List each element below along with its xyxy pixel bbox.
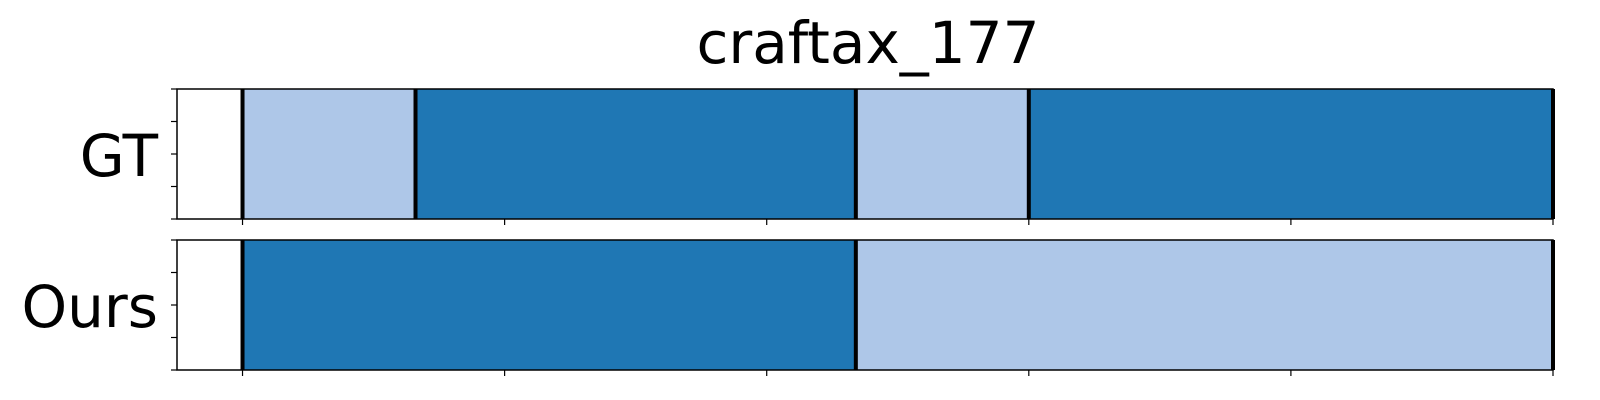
row-label: GT (80, 122, 159, 190)
segment-bar (415, 89, 856, 219)
segment-bar (242, 89, 416, 219)
chart-rows: GT Ours (22, 88, 1555, 376)
segment-bar (855, 240, 1553, 370)
segment-bar (242, 240, 856, 370)
row-ours: Ours (22, 239, 1555, 376)
row-gt: GT (80, 88, 1555, 225)
segment-bar (1028, 89, 1553, 219)
chart-title: craftax_177 (697, 9, 1040, 77)
segment-bar (855, 89, 1029, 219)
row-label: Ours (22, 273, 158, 341)
